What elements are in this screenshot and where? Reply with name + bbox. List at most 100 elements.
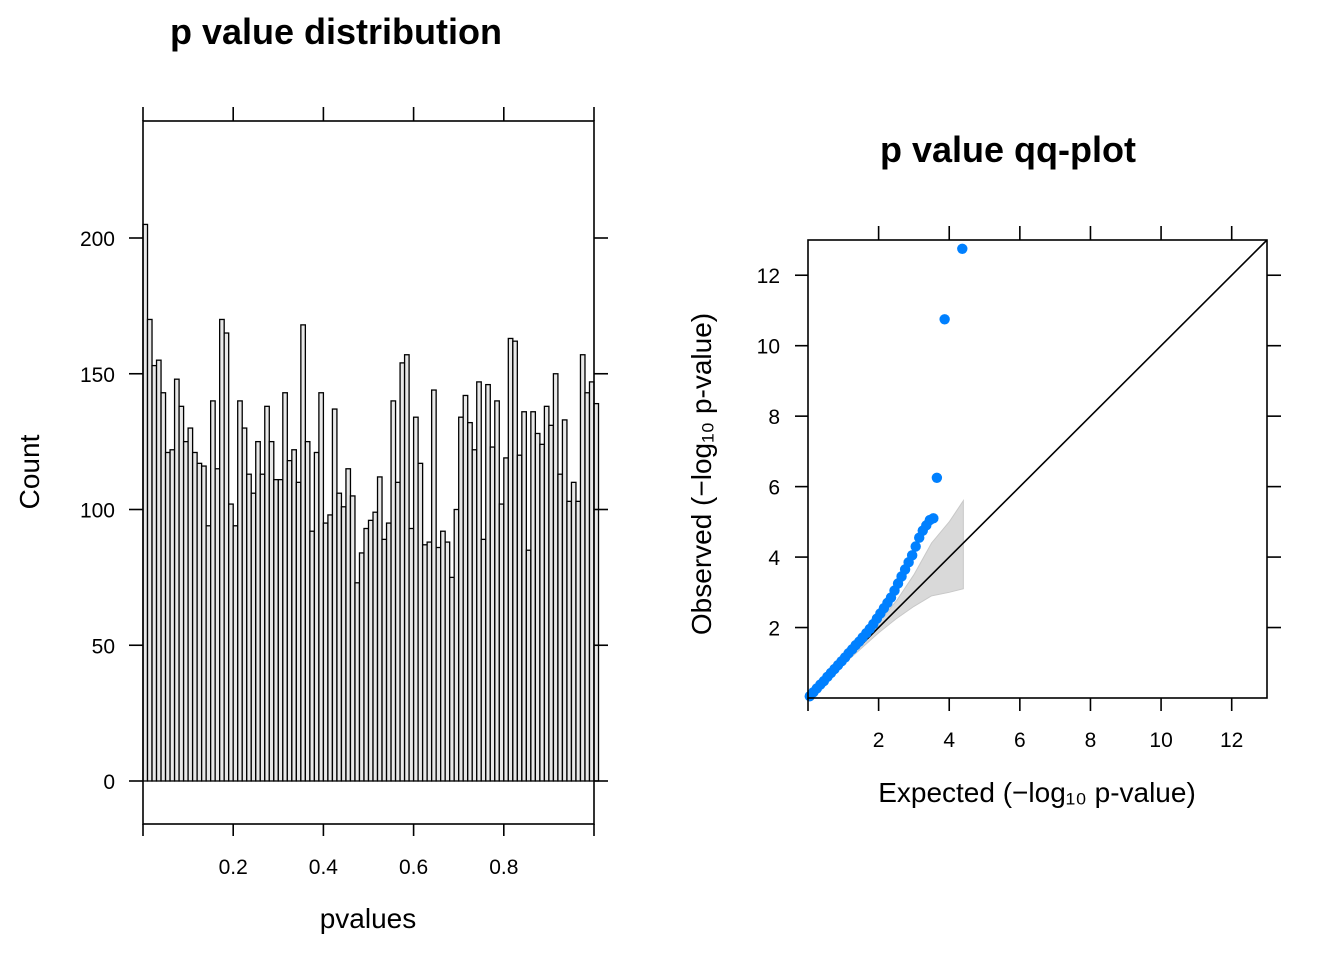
histogram-bar (503, 457, 509, 782)
qq-x-tick-label: 2 (873, 729, 885, 752)
histogram-bar (543, 405, 550, 782)
histogram-bar (376, 476, 383, 782)
histogram-x-tick-label: 0.2 (219, 856, 248, 879)
histogram-bar (187, 427, 194, 782)
reference-line (807, 239, 1268, 699)
histogram-y-tick-label: 150 (80, 364, 115, 387)
histogram-bars (142, 223, 600, 782)
histogram-bar (268, 440, 275, 782)
histogram-bar (178, 405, 185, 782)
histogram-bar (426, 541, 433, 782)
histogram-bar (516, 454, 523, 782)
histogram-bar (273, 478, 279, 782)
histogram-bar (566, 500, 573, 782)
histogram-bar (282, 392, 288, 782)
histogram-bar (164, 451, 171, 782)
qq-x-tick-label: 8 (1085, 729, 1097, 752)
histogram-bar (430, 389, 437, 782)
histogram-y-tick-label: 0 (103, 771, 115, 794)
histogram-panel: p value distribution 0.2 0.4 0.6 0.8 0 50 100… (14, 11, 608, 934)
histogram-bar (530, 411, 537, 782)
histogram-bar (552, 373, 559, 782)
histogram-bar (196, 462, 203, 782)
histogram-y-label: Count (14, 434, 45, 509)
histogram-bar (394, 481, 401, 782)
histogram-bar (209, 400, 216, 782)
qq-y-tick-label: 8 (768, 406, 780, 429)
histogram-bar (205, 525, 212, 782)
histogram-bar (291, 449, 297, 782)
histogram-bar (191, 451, 198, 782)
qq-plot-frame (807, 239, 1268, 699)
histogram-bar (435, 546, 442, 782)
qq-point (910, 541, 921, 552)
histogram-bar (349, 495, 356, 782)
histogram-x-label: pvalues (320, 903, 417, 934)
histogram-bar (471, 449, 478, 782)
histogram-bar (295, 481, 302, 782)
histogram-bar (440, 530, 446, 782)
histogram-bar (498, 503, 505, 782)
qq-plot-title: p value qq-plot (880, 129, 1136, 170)
qq-point (906, 550, 918, 561)
histogram-frame (142, 120, 595, 825)
histogram-bar (286, 459, 293, 782)
histogram-bar (246, 473, 252, 782)
histogram-bar (336, 492, 343, 782)
qq-point (939, 314, 950, 325)
histogram-bar (322, 522, 329, 782)
histogram-bar (250, 492, 257, 782)
histogram-bar (354, 582, 361, 782)
histogram-bar (358, 552, 365, 782)
qq-x-ticks: 2 4 6 8 10 12 (807, 226, 1243, 752)
histogram-bar (200, 465, 207, 782)
qq-x-tick-label: 4 (943, 729, 955, 752)
qq-y-label: Observed (−log₁₀ p-value) (686, 313, 717, 635)
histogram-title: p value distribution (170, 11, 502, 52)
histogram-bar (385, 522, 392, 782)
histogram-x-tick-label: 0.6 (399, 856, 428, 879)
histogram-bar (381, 538, 388, 782)
histogram-bar (318, 392, 325, 782)
histogram-bar (417, 462, 424, 782)
histogram-bar (372, 511, 379, 782)
histogram-bar (277, 478, 284, 782)
histogram-bar (403, 354, 410, 782)
histogram-bar (173, 378, 180, 782)
histogram-bar (363, 527, 370, 782)
histogram-bar (182, 440, 189, 782)
histogram-bar (160, 392, 167, 782)
histogram-bar (584, 392, 591, 782)
histogram-bar (264, 405, 270, 782)
histogram-bar (259, 473, 266, 782)
histogram-x-tick-label: 0.8 (489, 856, 518, 879)
histogram-x-tick-label: 0.4 (309, 856, 339, 879)
qq-y-ticks: 2 4 6 8 10 12 (757, 265, 1281, 641)
histogram-bar (255, 440, 261, 782)
histogram-bar (525, 549, 532, 782)
histogram-bar (151, 364, 158, 782)
histogram-bar (557, 473, 564, 782)
histogram-bar (570, 481, 577, 782)
histogram-bar (521, 411, 528, 782)
qq-x-tick-label: 12 (1220, 729, 1243, 752)
histogram-bar (155, 359, 162, 782)
histogram-bar (300, 324, 307, 782)
histogram-bar (223, 332, 230, 782)
qq-x-label: Expected (−log₁₀ p-value) (878, 777, 1196, 808)
qq-y-tick-label: 2 (768, 618, 780, 641)
histogram-y-tick-label: 50 (92, 635, 115, 658)
histogram-bar (399, 362, 406, 782)
histogram-bar (561, 419, 568, 782)
histogram-bar (467, 421, 473, 782)
histogram-bar (232, 525, 239, 782)
qq-x-tick-label: 10 (1149, 729, 1172, 752)
histogram-bar (444, 541, 451, 782)
histogram-bar (219, 318, 225, 782)
histogram-bar (539, 443, 546, 782)
histogram-bar (453, 508, 460, 782)
qq-points (804, 243, 968, 702)
histogram-bar (512, 340, 518, 782)
qq-point (957, 243, 968, 255)
histogram-y-tick-label: 200 (80, 228, 115, 251)
